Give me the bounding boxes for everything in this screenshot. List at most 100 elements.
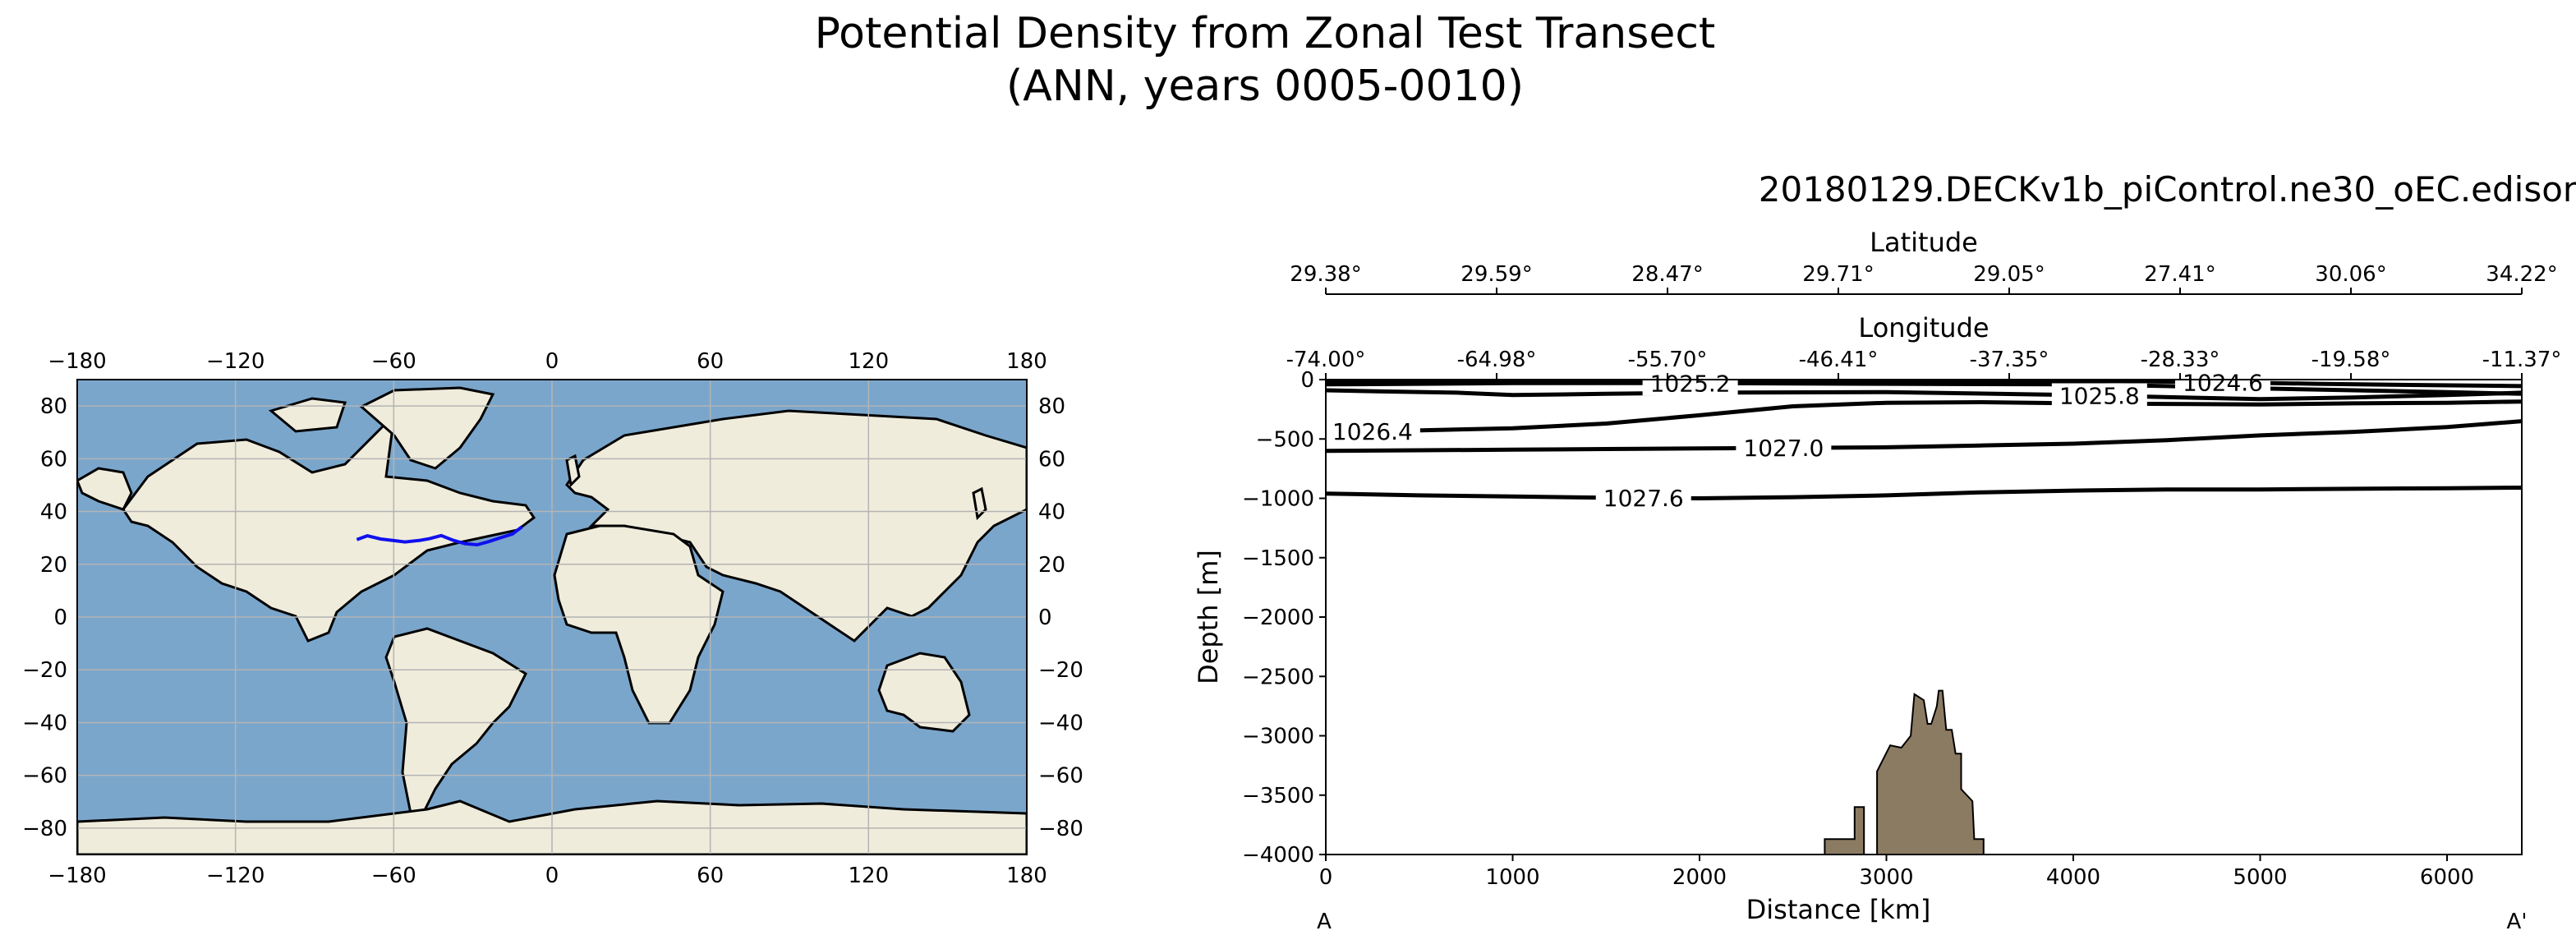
map-lon-tick-bottom: −120 [206, 864, 264, 888]
secondary-axis-title: Latitude [1870, 227, 1978, 258]
density-contours [1326, 380, 2522, 501]
map-lat-tick-left: 20 [40, 553, 67, 578]
contour-line [1326, 388, 2522, 402]
map-lat-tick-right: −80 [1038, 817, 1083, 841]
x-tick-label: 4000 [2046, 865, 2100, 890]
secondary-axis-tick-label: 29.05° [1973, 262, 2045, 287]
contour-label: 1025.2 [1650, 370, 1731, 397]
endpoint-label-start: A [1317, 910, 1332, 934]
land-uk [565, 454, 581, 488]
map-lon-tick-top: 60 [697, 349, 724, 374]
land-south-america [384, 627, 527, 815]
land-arctic-islands [268, 397, 347, 433]
contour-label-background [1736, 435, 1832, 461]
secondary-axis-tick-label: 29.71° [1802, 262, 1874, 287]
transect-map: −180 −180 −120 −120 −60 −60 0 0 60 60 120 120 180 180… [22, 349, 1083, 888]
land-japan [972, 486, 987, 521]
figure-title: Potential Density from Zonal Test Transe… [815, 9, 1716, 58]
map-lat-tick-right: −60 [1038, 764, 1083, 789]
x-axis-label: Distance [km] [1746, 894, 1931, 925]
map-lon-tick-top: 180 [1006, 349, 1047, 374]
map-lat-tick-left: −80 [22, 817, 67, 841]
y-tick-label: −1000 [1242, 487, 1314, 512]
secondary-axis-tick-label: -74.00° [1286, 348, 1366, 372]
contour-line [1326, 486, 2522, 501]
secondary-axis-tick-label: -46.41° [1799, 348, 1879, 372]
map-lat-tick-left: −60 [22, 764, 67, 789]
secondary-axis-tick-label: 28.47° [1631, 262, 1703, 287]
map-lat-tick-left: −40 [22, 711, 67, 735]
contour-label: 1027.6 [1603, 485, 1684, 512]
transect-line [356, 525, 523, 547]
secondary-axis-tick-label: 29.59° [1460, 262, 1532, 287]
map-lat-tick-right: 20 [1038, 553, 1065, 578]
secondary-axis-tick-label: -64.98° [1457, 348, 1537, 372]
figure-subtitle: (ANN, years 0005-0010) [1006, 62, 1524, 111]
map-lon-tick-bottom: 180 [1006, 864, 1047, 888]
map-frame [76, 379, 1028, 855]
map-lon-tick-top: −120 [206, 349, 264, 374]
y-tick-label: 0 [1300, 368, 1314, 393]
x-tick-label: 0 [1319, 865, 1333, 890]
y-tick-label: −1500 [1242, 546, 1314, 571]
x-tick-label: 5000 [2233, 865, 2287, 890]
secondary-axes: -74.00° -64.98° -55.70° -46.41° -37.35° -28.3… [1286, 227, 2562, 380]
x-tick-label: 2000 [1672, 865, 1727, 890]
land-north-america [122, 411, 536, 643]
contour-label-background [1642, 371, 1738, 396]
contour-labels: 1024.6 1025.2 1025.8 1026.4 1027.0 1027.6 [1324, 369, 2270, 512]
map-lat-tick-right: 40 [1038, 500, 1065, 525]
map-lat-tick-right: 0 [1038, 606, 1052, 630]
contour-label: 1027.0 [1743, 435, 1824, 462]
section-title: 20180129.DECKv1b_piControl.ne30_oEC.edis… [1759, 167, 2576, 210]
contour-line [1326, 419, 2522, 454]
map-lon-tick-top: 0 [545, 349, 559, 374]
section-title-text: 20180129.DECKv1b_piControl.ne30_oEC.edis… [1759, 169, 2576, 210]
map-lon-tick-bottom: 0 [545, 864, 559, 888]
map-lon-tick-top: −60 [371, 349, 416, 374]
secondary-axis-tick-label: -55.70° [1628, 348, 1708, 372]
y-tick-label: −2000 [1242, 606, 1314, 630]
contour-label-background [1595, 486, 1691, 511]
secondary-axis-tick-label: -11.37° [2482, 348, 2562, 372]
map-lat-tick-left: 40 [40, 500, 67, 525]
contour-label: 1026.4 [1332, 418, 1413, 445]
secondary-axis-tick-label: -19.58° [2312, 348, 2391, 372]
contour-label: 1024.6 [2183, 369, 2263, 396]
contour-label: 1025.8 [2059, 382, 2140, 409]
y-tick-label: −3000 [1242, 725, 1314, 749]
map-lon-tick-bottom: −60 [371, 864, 416, 888]
land-eurasia [565, 409, 1027, 643]
x-tick-label: 6000 [2420, 865, 2474, 890]
land-australia [877, 652, 971, 733]
secondary-axis-tick-label: -28.33° [2141, 348, 2220, 372]
secondary-axis-tick-label: 27.41° [2144, 262, 2215, 287]
map-lon-tick-bottom: 120 [849, 864, 890, 888]
map-gridlines [77, 380, 1027, 855]
y-tick-label: −4000 [1242, 843, 1314, 868]
contour-line [1326, 399, 2522, 435]
x-tick-label: 1000 [1485, 865, 1539, 890]
secondary-axis-tick-label: -37.35° [1970, 348, 2049, 372]
y-tick-label: −500 [1256, 427, 1314, 452]
map-lat-tick-right: 60 [1038, 447, 1065, 472]
contour-label-background [2175, 370, 2270, 395]
land-alaska [77, 467, 133, 511]
map-lat-tick-left: 0 [53, 606, 67, 630]
map-lon-tick-bottom: 60 [697, 864, 724, 888]
secondary-axis-tick-label: 30.06° [2315, 262, 2386, 287]
map-lon-tick-top: 120 [849, 349, 890, 374]
map-tick-labels: −180 −180 −120 −120 −60 −60 0 0 60 60 120 120 180 180… [22, 349, 1083, 888]
map-lat-tick-right: 80 [1038, 394, 1065, 419]
secondary-axis-title: Longitude [1858, 312, 1989, 343]
map-lat-tick-right: −40 [1038, 711, 1083, 735]
section-tick-labels: 0 1000 2000 3000 4000 5000 6000 0 −500 −1000 −1500… [1242, 368, 2474, 890]
endpoint-label-end: A' [2507, 910, 2528, 934]
map-lon-tick-top: −180 [48, 349, 106, 374]
x-tick-label: 3000 [1859, 865, 1913, 890]
map-lat-tick-left: 60 [40, 447, 67, 472]
secondary-axis-tick-label: 29.38° [1290, 262, 1361, 287]
contour-label-background [1324, 419, 1420, 445]
seafloor-bathymetry [1824, 689, 1985, 855]
